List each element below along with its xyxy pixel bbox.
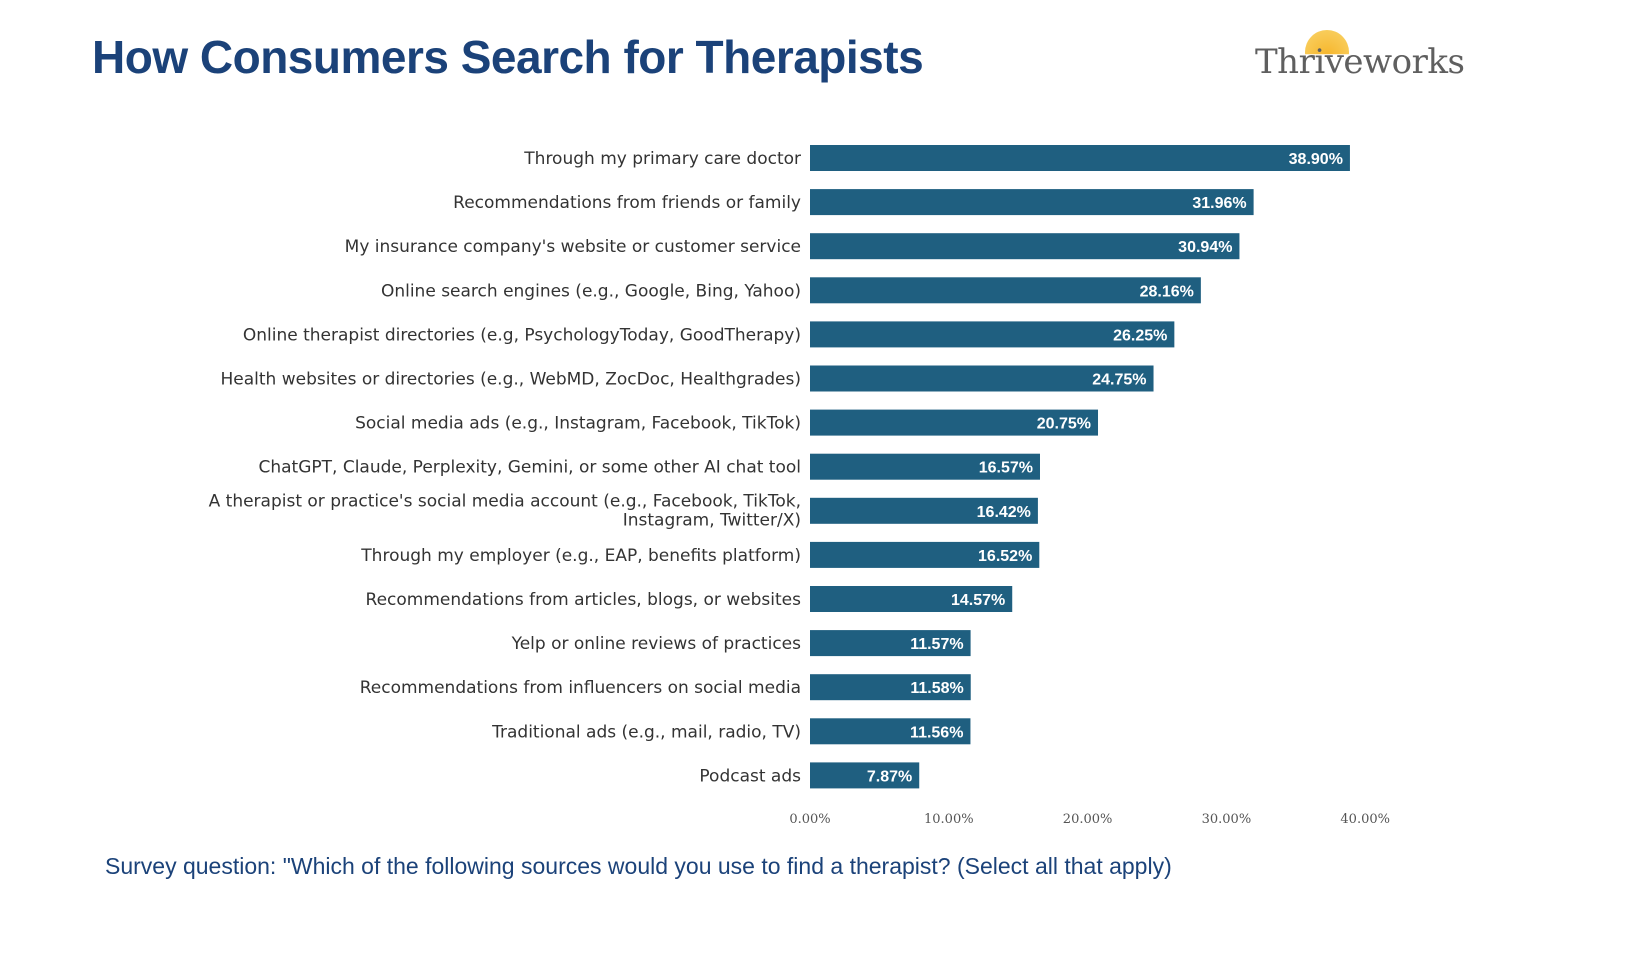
bar <box>810 630 971 657</box>
logo-text: Thriveworks <box>1255 42 1465 82</box>
value-label: 7.87% <box>867 768 912 785</box>
x-tick-label: 0.00% <box>789 812 830 827</box>
category-label: Recommendations from friends or family <box>453 193 801 213</box>
value-label: 11.56% <box>910 724 963 741</box>
bar <box>810 718 971 745</box>
bar <box>810 453 1040 480</box>
x-tick-label: 40.00% <box>1340 812 1390 827</box>
bar <box>810 762 920 789</box>
value-label: 30.94% <box>1178 239 1232 256</box>
category-label: Recommendations from influencers on soci… <box>360 678 801 698</box>
bar <box>810 189 1254 216</box>
bar <box>810 321 1175 348</box>
value-label: 16.52% <box>978 548 1032 565</box>
thriveworks-logo: Thriveworks <box>1255 28 1475 88</box>
value-label: 38.90% <box>1289 151 1343 168</box>
value-label: 16.57% <box>979 460 1033 477</box>
value-label: 11.58% <box>910 680 963 697</box>
x-tick-label: 10.00% <box>924 812 974 827</box>
category-label: Traditional ads (e.g., mail, radio, TV) <box>491 722 801 742</box>
bar <box>810 145 1350 171</box>
category-label: Yelp or online reviews of practices <box>511 634 802 654</box>
bar <box>810 541 1040 568</box>
bar <box>810 674 971 701</box>
value-label: 31.96% <box>1192 195 1246 212</box>
x-tick-label: 30.00% <box>1202 812 1252 827</box>
bar <box>810 365 1154 392</box>
value-label: 20.75% <box>1037 416 1091 433</box>
bar <box>810 409 1099 436</box>
category-label: Podcast ads <box>699 766 801 786</box>
value-label: 11.57% <box>910 636 963 653</box>
value-label: 16.42% <box>977 504 1031 521</box>
page-title: How Consumers Search for Therapists <box>92 31 924 83</box>
bar <box>810 586 1013 612</box>
value-label: 28.16% <box>1140 283 1194 300</box>
category-label: Online therapist directories (e.g, Psych… <box>243 325 801 345</box>
category-label: Online search engines (e.g., Google, Bin… <box>381 281 801 301</box>
x-tick-label: 20.00% <box>1063 812 1113 827</box>
category-label: Health websites or directories (e.g., We… <box>221 370 802 390</box>
bar <box>810 497 1038 524</box>
category-label: My insurance company's website or custom… <box>345 237 801 257</box>
survey-question: Survey question: "Which of the following… <box>105 853 1172 879</box>
value-label: 14.57% <box>951 592 1005 609</box>
value-label: 26.25% <box>1113 327 1167 344</box>
category-label: A therapist or practice's social media a… <box>209 491 801 511</box>
value-label: 24.75% <box>1092 372 1146 389</box>
category-label: Social media ads (e.g., Instagram, Faceb… <box>355 414 801 434</box>
bar <box>810 277 1201 304</box>
category-label: Recommendations from articles, blogs, or… <box>366 590 802 610</box>
category-label: Through my employer (e.g., EAP, benefits… <box>360 546 801 566</box>
category-label: ChatGPT, Claude, Perplexity, Gemini, or … <box>258 458 801 478</box>
bar <box>810 233 1240 260</box>
category-label: Instagram, Twitter/X) <box>623 510 801 530</box>
category-label: Through my primary care doctor <box>523 149 801 169</box>
